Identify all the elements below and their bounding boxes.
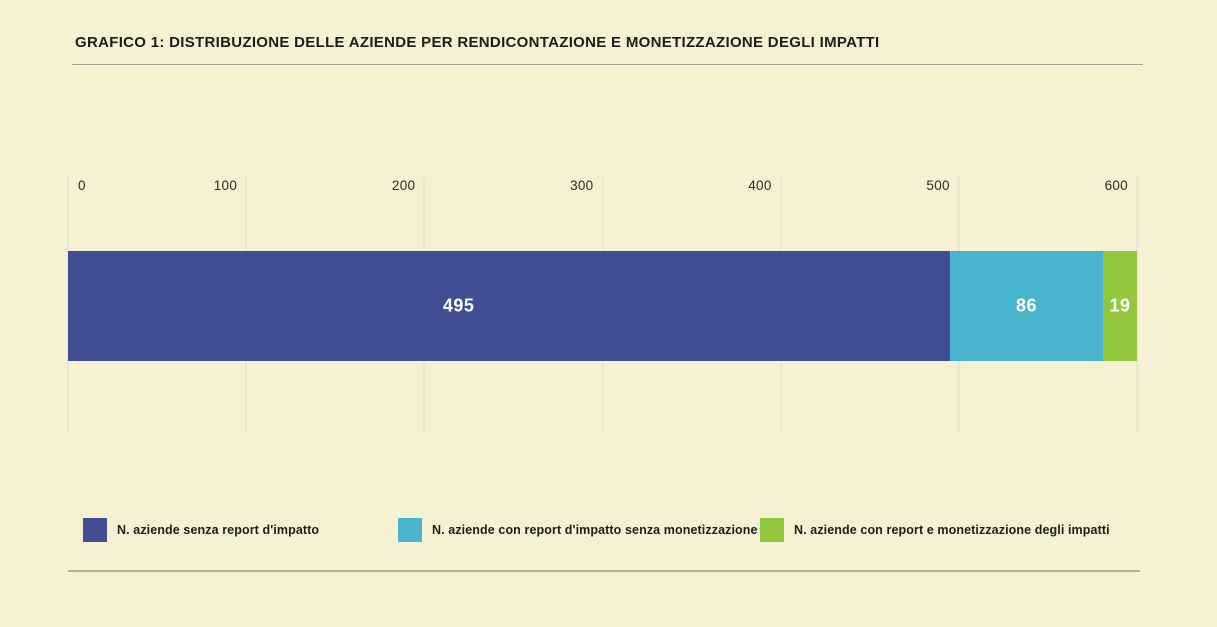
- axis-tick-label-200: 200: [391, 178, 416, 193]
- bar-segment-1: 86: [949, 251, 1104, 361]
- bar-value-label-2: 19: [1109, 295, 1131, 316]
- axis-tick-label-0: 0: [78, 178, 86, 193]
- axis-tick-label-600: 600: [1104, 178, 1128, 193]
- bar-value-label-0: 495: [442, 295, 475, 316]
- bottom-divider: [68, 570, 1140, 572]
- legend-swatch-icon: [760, 518, 784, 542]
- bar-segment-0: 495: [68, 251, 950, 361]
- title-divider: [72, 64, 1143, 65]
- legend-item-1: N. aziende con report d'impatto senza mo…: [398, 518, 758, 542]
- legend-label: N. aziende con report e monetizzazione d…: [794, 523, 1110, 537]
- axis-tick-label-400: 400: [748, 178, 772, 193]
- plot-area: 0 100 200 300 400 500 600 495 86 19: [67, 177, 1138, 433]
- axis-tick-label-500: 500: [926, 178, 950, 193]
- bar-segment-2: 19: [1103, 251, 1137, 361]
- legend: N. aziende senza report d'impatto N. azie…: [0, 518, 1217, 548]
- chart-title: GRAFICO 1: DISTRIBUZIONE DELLE AZIENDE P…: [75, 34, 880, 51]
- legend-label: N. aziende senza report d'impatto: [117, 523, 320, 537]
- legend-swatch-icon: [83, 518, 107, 542]
- legend-item-2: N. aziende con report e monetizzazione d…: [760, 518, 1110, 542]
- bar-value-label-1: 86: [1016, 295, 1038, 316]
- axis-tick-label-300: 300: [570, 178, 594, 193]
- stacked-bar: 495 86 19: [68, 251, 1137, 361]
- legend-label: N. aziende con report d'impatto senza mo…: [432, 523, 758, 537]
- legend-swatch-icon: [398, 518, 422, 542]
- axis-tick-label-100: 100: [213, 178, 238, 193]
- legend-item-0: N. aziende senza report d'impatto: [83, 518, 319, 542]
- gridline-600: [1136, 177, 1138, 433]
